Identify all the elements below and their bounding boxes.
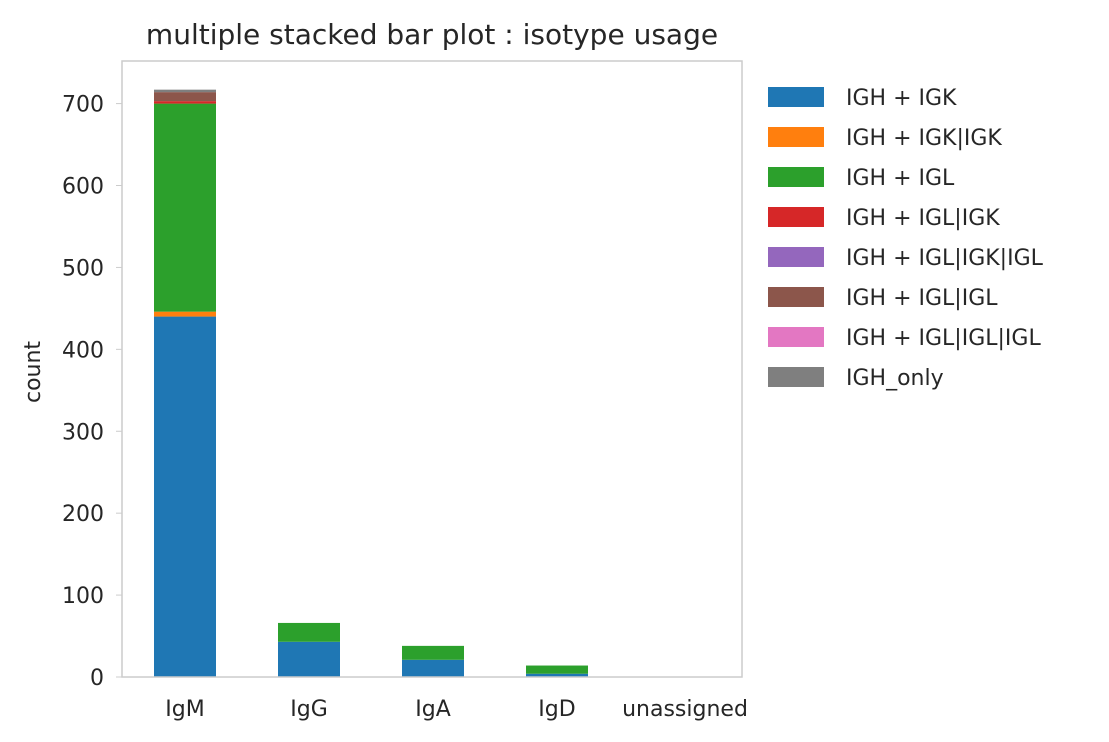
y-ticks-group: 0 100 200 300 400 500 600 700 <box>62 93 122 691</box>
bar-iga-series-0 <box>402 659 464 677</box>
bar-igm-series-1 <box>154 311 216 317</box>
legend-swatch <box>768 127 824 147</box>
legend-swatch <box>768 287 824 307</box>
x-tick-label: unassigned <box>622 697 748 722</box>
legend-label: IGH + IGL|IGK <box>846 206 1000 231</box>
chart-title: multiple stacked bar plot : isotype usag… <box>146 18 718 51</box>
legend-label: IGH + IGK <box>846 86 957 111</box>
y-tick-label: 300 <box>62 420 104 445</box>
bar-igm-series-5 <box>154 92 216 102</box>
bar-igd-series-0 <box>526 673 588 677</box>
y-tick-label: 100 <box>62 584 104 609</box>
y-tick-label: 600 <box>62 175 104 200</box>
x-tick-label: IgG <box>290 697 328 722</box>
x-tick-label: IgA <box>415 697 451 722</box>
bar-igm-series-0 <box>154 316 216 677</box>
y-tick-label: 200 <box>62 502 104 527</box>
legend-swatch <box>768 87 824 107</box>
bar-igg-series-0 <box>278 641 340 677</box>
legend-label: IGH_only <box>846 366 944 391</box>
bar-igg-series-2 <box>278 622 340 642</box>
bar-igm-series-7 <box>154 89 216 93</box>
legend-label: IGH + IGL|IGL <box>846 286 998 311</box>
y-tick-label: 500 <box>62 256 104 281</box>
legend-swatch <box>768 247 824 267</box>
bars-group <box>154 89 588 677</box>
plot-frame <box>121 60 743 678</box>
legend-label: IGH + IGL|IGK|IGL <box>846 246 1044 271</box>
y-tick-label: 700 <box>62 93 104 118</box>
legend-swatch <box>768 367 824 387</box>
legend-label: IGH + IGL|IGL|IGL <box>846 326 1041 351</box>
legend-swatch <box>768 207 824 227</box>
legend-swatch <box>768 167 824 187</box>
y-tick-label: 400 <box>62 338 104 363</box>
bar-igd-series-2 <box>526 665 588 674</box>
bar-iga-series-2 <box>402 645 464 660</box>
x-tick-label: IgM <box>165 697 204 722</box>
y-tick-label: 0 <box>90 666 104 691</box>
y-axis-label: count <box>21 341 46 403</box>
legend-swatch <box>768 327 824 347</box>
legend-label: IGH + IGL <box>846 166 955 191</box>
legend-label: IGH + IGK|IGK <box>846 126 1002 151</box>
bar-igm-series-2 <box>154 103 216 312</box>
x-ticks-group: IgM IgG IgA IgD unassigned <box>165 697 748 722</box>
x-tick-label: IgD <box>538 697 575 722</box>
bar-igm-series-3 <box>154 101 216 104</box>
legend: IGH + IGK IGH + IGK|IGK IGH + IGL IGH + IGL… <box>768 86 1044 391</box>
